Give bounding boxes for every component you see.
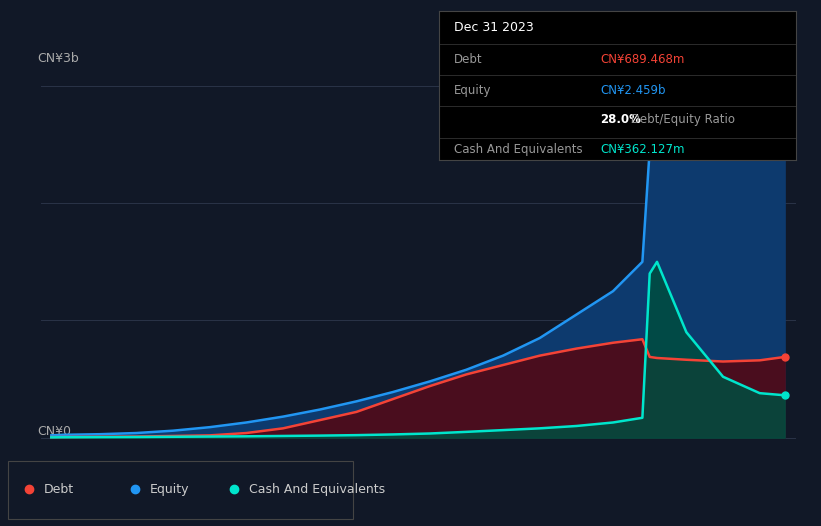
Text: Debt/Equity Ratio: Debt/Equity Ratio [627, 113, 736, 126]
Text: CN¥0: CN¥0 [37, 424, 71, 438]
Text: Debt: Debt [453, 54, 482, 66]
Text: CN¥2.459b: CN¥2.459b [600, 84, 666, 97]
Text: 28.0%: 28.0% [600, 113, 641, 126]
Text: Cash And Equivalents: Cash And Equivalents [453, 143, 582, 156]
Text: Equity: Equity [150, 483, 190, 495]
Text: Cash And Equivalents: Cash And Equivalents [249, 483, 385, 495]
Text: Equity: Equity [453, 84, 491, 97]
Text: CN¥3b: CN¥3b [37, 52, 79, 65]
Text: CN¥362.127m: CN¥362.127m [600, 143, 685, 156]
FancyBboxPatch shape [8, 461, 353, 519]
Text: CN¥689.468m: CN¥689.468m [600, 54, 685, 66]
Text: Debt: Debt [44, 483, 74, 495]
Text: Dec 31 2023: Dec 31 2023 [453, 21, 534, 34]
